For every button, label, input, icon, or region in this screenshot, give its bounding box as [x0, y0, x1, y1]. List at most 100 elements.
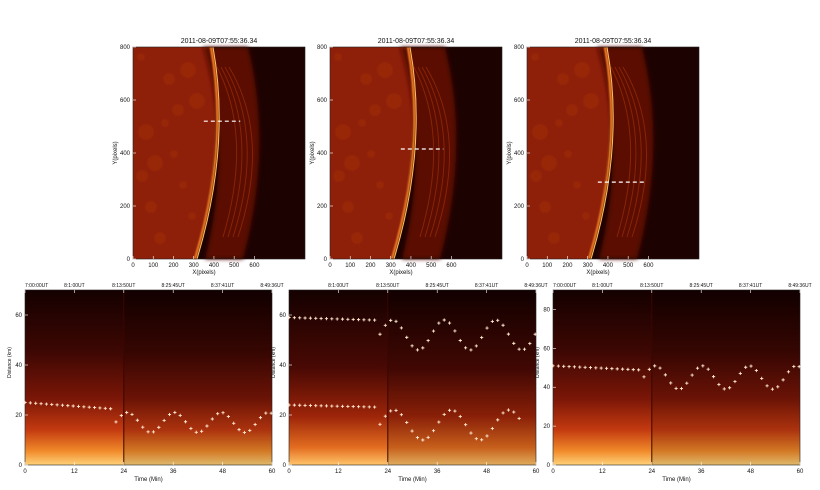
track-marker [130, 412, 134, 417]
track-marker [98, 406, 102, 410]
x-tick-label: 12 [335, 469, 342, 475]
track-marker [351, 404, 355, 409]
track-marker [506, 332, 511, 336]
x-tick-label: 100 [148, 263, 159, 269]
track-marker [389, 409, 393, 413]
track-marker [319, 404, 323, 408]
track-marker [253, 422, 257, 427]
top-time-label: 8:1:00UT [592, 283, 613, 289]
y-tick-label: 400 [514, 151, 525, 157]
y-tick-label: 400 [120, 151, 131, 157]
disk-texture [377, 62, 393, 78]
x-tick-label: 60 [533, 469, 540, 475]
track-marker [733, 379, 737, 384]
track-marker [264, 411, 268, 415]
top-time-label: 8:37:41UT [211, 283, 234, 289]
x-tick-label: 48 [747, 469, 754, 475]
x-tick-label: 48 [219, 469, 226, 475]
y-tick-label: 40 [15, 363, 22, 369]
y-tick-label: 0 [127, 257, 131, 263]
track-marker [210, 417, 214, 421]
track-marker [679, 386, 684, 391]
track-marker [237, 428, 241, 432]
x-axis-label: Time (Min) [134, 477, 162, 483]
track-marker [314, 404, 318, 408]
track-marker [474, 344, 478, 348]
track-marker [162, 418, 166, 423]
track-marker [749, 364, 753, 368]
disk-texture [376, 181, 384, 189]
top-time-label: 8:49:36UT [788, 283, 811, 289]
track-marker [572, 365, 577, 369]
track-marker [512, 341, 516, 345]
solar-limb-core [196, 46, 220, 260]
track-marker [711, 375, 716, 379]
solar-limb-core [590, 46, 614, 260]
track-marker [82, 405, 86, 409]
track-marker [637, 368, 641, 372]
time-distance-panel: 0 12 24 36 48 60 Time (Min) 7:00:00UT 8:1:00UT 8:… [535, 283, 812, 483]
disk-texture [147, 155, 163, 171]
time-shade [651, 290, 800, 465]
track-marker [738, 371, 742, 376]
track-marker [335, 404, 339, 408]
track-marker [631, 368, 635, 372]
top-image-row: 2011-08-09T07:55:36.34 0 100 200 300 400 500 60… [113, 38, 700, 276]
track-marker [410, 344, 414, 348]
disk-texture [358, 119, 366, 127]
solar-limb [390, 46, 416, 260]
y-tick-label: 40 [543, 385, 550, 391]
track-marker [200, 429, 204, 433]
track-marker [324, 317, 329, 321]
x-axis-label: Time (Min) [662, 477, 690, 483]
track-marker [653, 364, 657, 368]
track-marker [615, 367, 619, 371]
x-tick-label: 200 [168, 263, 179, 269]
top-time-label: 8:13:50UT [112, 283, 135, 289]
solar-image-panel: 2011-08-09T07:55:36.34 0 100 200 300 400 500 60… [113, 38, 306, 276]
track-marker [599, 366, 603, 370]
track-marker [362, 405, 366, 409]
track-marker [50, 402, 54, 407]
x-tick-label: 500 [229, 263, 240, 269]
track-marker [458, 414, 462, 419]
track-marker [604, 366, 609, 370]
track-marker [394, 319, 398, 323]
track-marker [87, 405, 91, 409]
track-marker [114, 420, 118, 424]
track-marker [303, 316, 307, 320]
track-marker [464, 423, 468, 427]
track-marker [399, 413, 403, 417]
y-tick-label: 400 [317, 151, 328, 157]
x-tick-label: 12 [71, 469, 78, 475]
plot-background [289, 290, 536, 465]
y-tick-label: 60 [543, 346, 550, 352]
track-marker [330, 317, 334, 321]
track-marker [501, 411, 505, 415]
disk-texture [137, 53, 145, 61]
track-marker [642, 375, 646, 379]
track-marker [770, 387, 775, 391]
track-marker [744, 365, 748, 369]
panel-title: 2011-08-09T07:55:36.34 [181, 38, 258, 45]
x-tick-label: 36 [434, 469, 441, 475]
track-marker [314, 316, 318, 320]
track-marker [728, 386, 732, 390]
disk-texture [555, 119, 563, 127]
track-marker [151, 430, 156, 434]
coronal-loop [622, 66, 648, 238]
track-marker [522, 347, 527, 351]
track-marker [44, 402, 49, 406]
top-time-label: 8:1:00UT [64, 283, 85, 289]
track-marker [722, 387, 726, 391]
track-marker [405, 420, 409, 425]
track-marker [588, 366, 593, 370]
track-marker [469, 348, 473, 352]
track-marker [426, 339, 430, 343]
track-marker [517, 416, 521, 421]
y-tick-label: 800 [317, 45, 328, 51]
top-time-label: 8:25:45UT [426, 283, 449, 289]
track-marker [189, 426, 193, 431]
track-marker [60, 403, 65, 407]
track-marker [346, 317, 350, 321]
